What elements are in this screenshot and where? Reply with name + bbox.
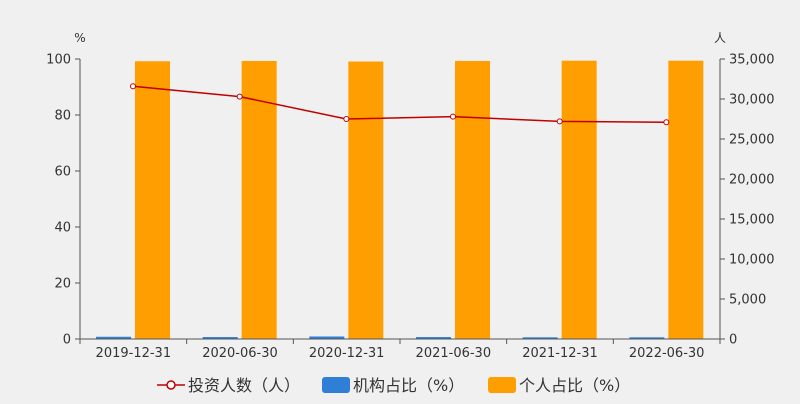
- right-axis-unit: 人: [714, 31, 726, 45]
- bar-institution[interactable]: [416, 337, 451, 339]
- bar-individual[interactable]: [348, 61, 384, 340]
- line-layer: [130, 83, 670, 126]
- point-investors[interactable]: [130, 83, 136, 90]
- point-investors[interactable]: [236, 93, 243, 100]
- legend-line-marker: [166, 380, 176, 390]
- bar-individual[interactable]: [561, 60, 597, 340]
- bar-individual[interactable]: [455, 60, 490, 340]
- bar-institution[interactable]: [629, 337, 665, 339]
- x-tick-label: 2020-06-30: [202, 346, 278, 361]
- point-investors[interactable]: [556, 118, 563, 125]
- bar-institution[interactable]: [202, 337, 238, 339]
- right-y-tick-label: 20,000: [729, 173, 775, 188]
- x-tick-label: 2022-06-30: [629, 346, 705, 361]
- right-y-tick-label: 15,000: [729, 213, 775, 228]
- legend-item-investors[interactable]: 投资人数（人）: [157, 376, 300, 395]
- legend-label-institution: 机构占比（%）: [353, 376, 464, 395]
- x-tick-label: 2020-12-31: [309, 346, 385, 361]
- right-y-tick-label: 25,000: [729, 133, 775, 148]
- left-y-tick-label: 20: [54, 277, 71, 292]
- legend-label-individual: 个人占比（%）: [519, 376, 630, 395]
- bar-individual[interactable]: [668, 60, 704, 340]
- right-y-tick-label: 5,000: [729, 293, 766, 308]
- point-investors[interactable]: [343, 116, 350, 122]
- right-y-tick-label: 30,000: [729, 93, 775, 108]
- right-y-tick-label: 35,000: [729, 53, 775, 68]
- left-y-tick-label: 0: [63, 333, 71, 348]
- bars-layer: [96, 60, 704, 340]
- left-y-tick-label: 80: [54, 109, 71, 124]
- x-tick-label: 2021-12-31: [522, 346, 598, 361]
- left-y-tick-label: 100: [46, 53, 71, 68]
- legend-label-investors: 投资人数（人）: [188, 376, 300, 395]
- bar-individual[interactable]: [241, 60, 277, 340]
- bar-institution[interactable]: [96, 336, 131, 339]
- right-y-tick-label: 0: [729, 333, 737, 348]
- x-tick-label: 2021-06-30: [416, 346, 492, 361]
- line-investors: [132, 85, 667, 123]
- x-tick-label: 2019-12-31: [96, 346, 172, 361]
- bar-institution[interactable]: [309, 336, 345, 339]
- point-investors[interactable]: [450, 113, 456, 120]
- bar-individual[interactable]: [135, 61, 170, 340]
- legend-swatch-institution: [322, 377, 350, 393]
- legend-swatch-individual: [488, 377, 516, 393]
- legend-item-institution[interactable]: 机构占比（%）: [322, 376, 464, 395]
- left-y-tick-label: 40: [54, 221, 71, 236]
- right-y-tick-label: 10,000: [729, 253, 775, 268]
- point-investors[interactable]: [663, 119, 670, 126]
- left-y-tick-label: 60: [54, 165, 71, 180]
- bar-institution[interactable]: [522, 337, 558, 339]
- legend: 投资人数（人） 机构占比（%） 个人占比（%）: [157, 376, 630, 395]
- axes-layer: % 人: [74, 31, 726, 340]
- ticks-layer: 0 20 40 60 80 100 0 5,000 10,000 15,000 20,000 25,0…: [46, 53, 774, 362]
- left-axis-unit: %: [74, 31, 85, 45]
- legend-item-individual[interactable]: 个人占比（%）: [488, 376, 630, 395]
